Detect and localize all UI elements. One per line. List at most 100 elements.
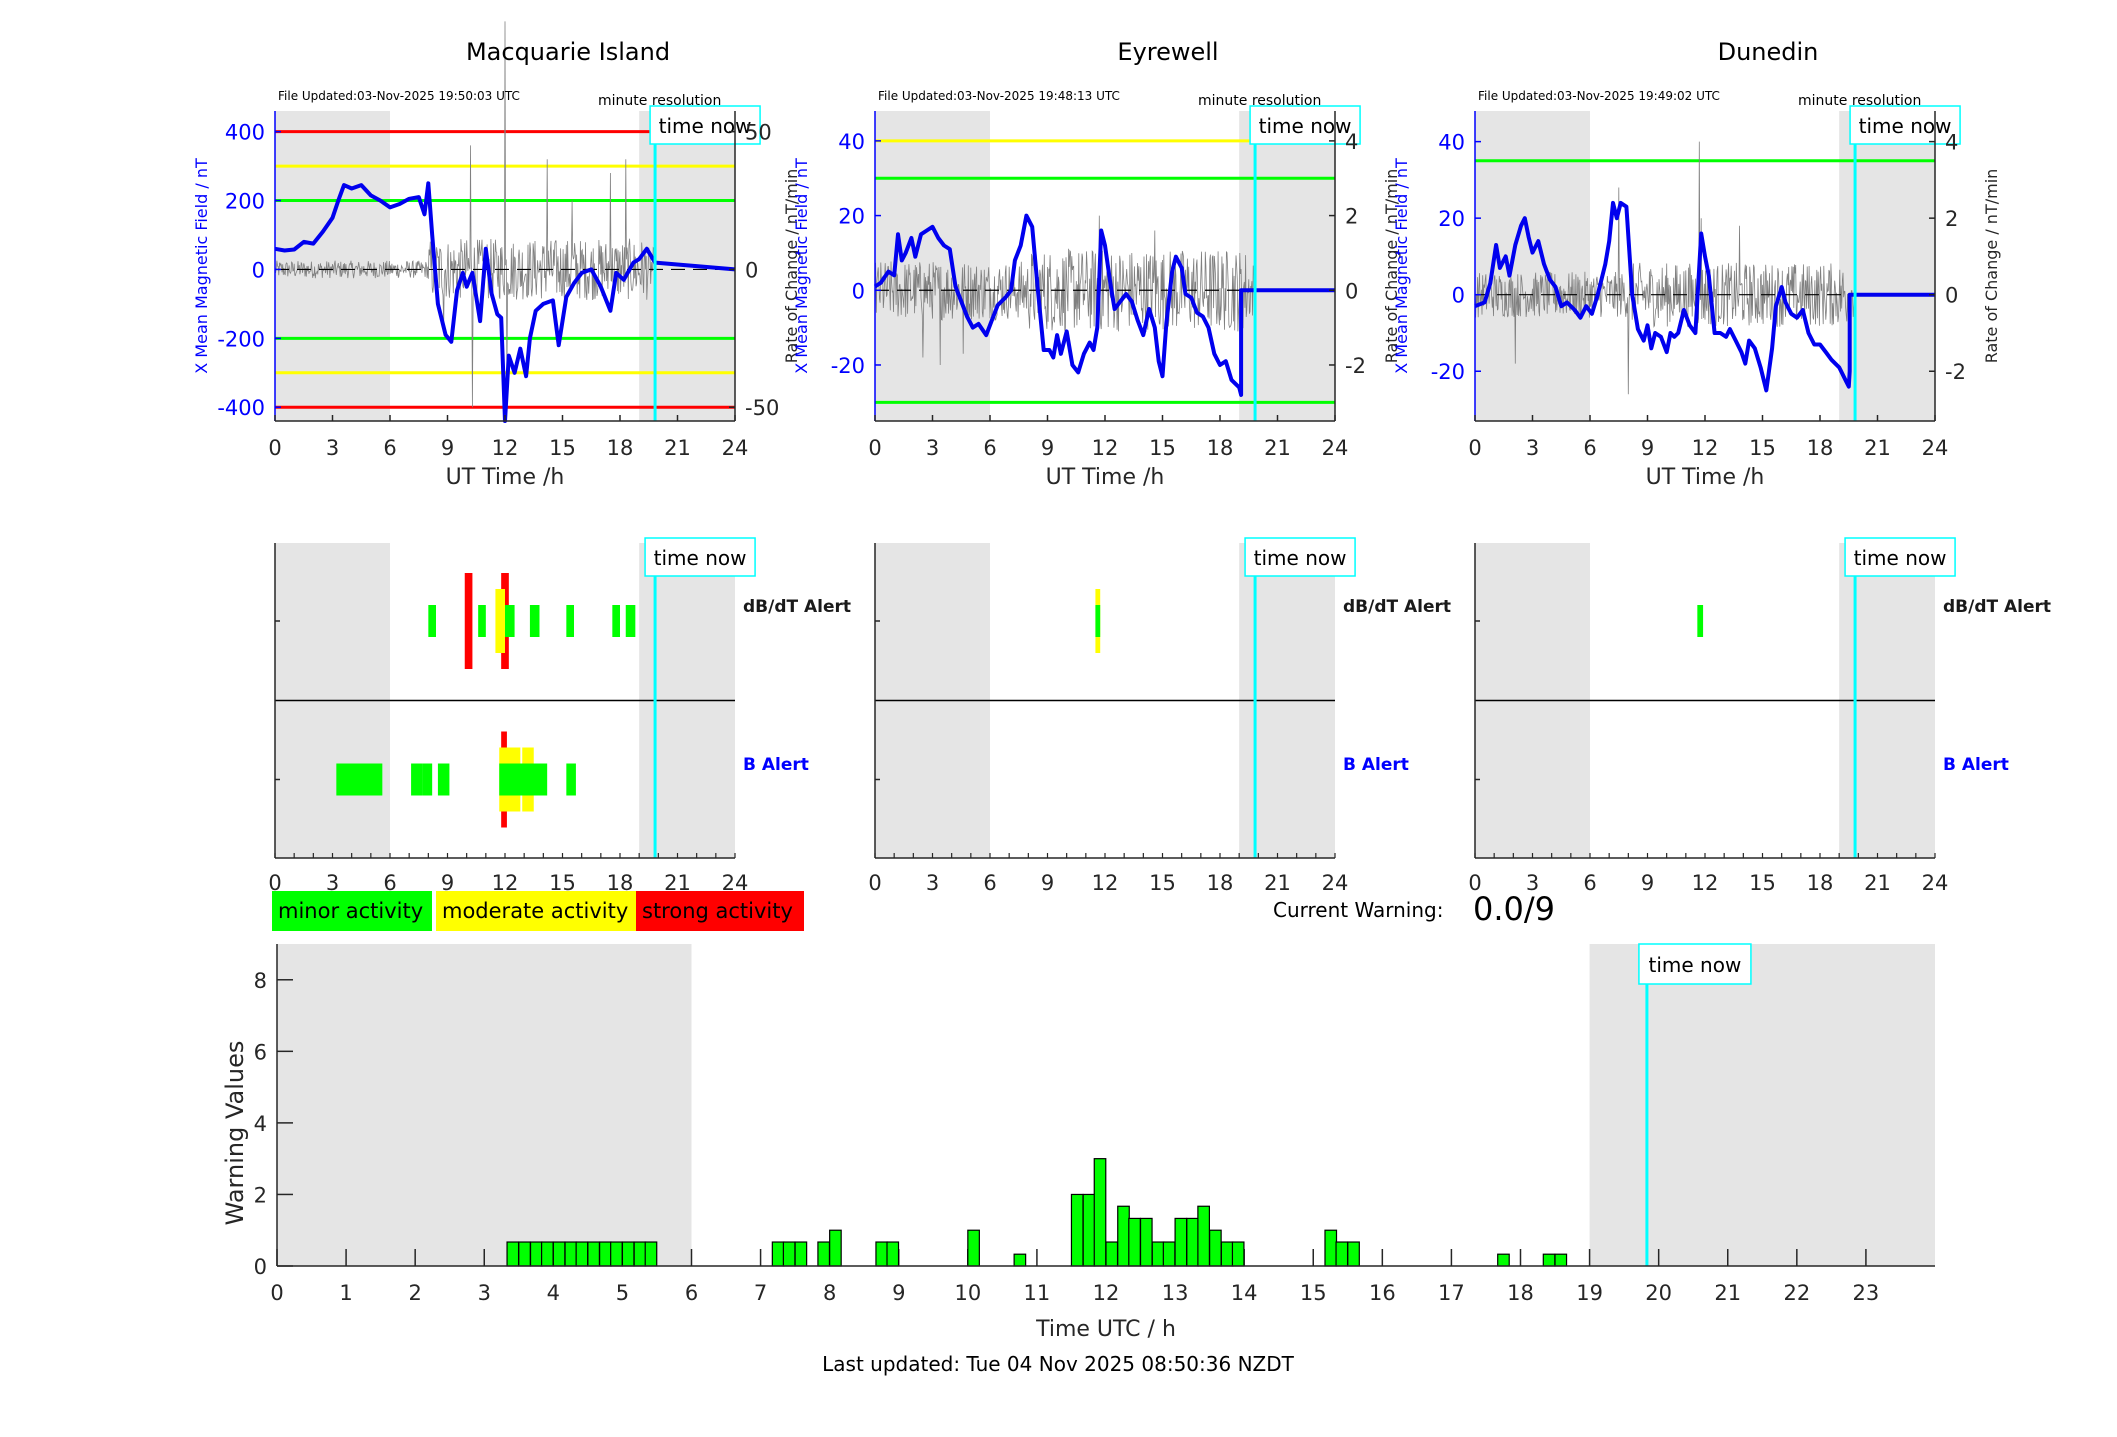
right-y-axis-label-dunedin: Rate of Change / nT/min <box>1982 169 2001 364</box>
right-tick-label-eyrewell: 2 <box>1345 205 1358 229</box>
left-tick-label-macquarie: 0 <box>252 258 265 282</box>
left-y-axis-label-macquarie: X Mean Magnetic Field / nT <box>192 158 211 374</box>
time-now-box-macquarie <box>649 105 761 145</box>
warning-bar-16 <box>817 1241 831 1267</box>
warning-bar-28 <box>1139 1217 1153 1267</box>
x-tick-label-eyrewell: 3 <box>926 436 939 460</box>
warning-x-tick-label: 8 <box>823 1281 836 1305</box>
right-tick-label-eyrewell: 0 <box>1345 279 1358 303</box>
dbdt-alert-label-eyrewell: dB/dT Alert <box>1343 597 1451 617</box>
left-tick-label-dunedin: 0 <box>1452 284 1465 308</box>
x-tick-label-dunedin: 0 <box>1468 436 1481 460</box>
dbdt-alert-bar-macquarie-8 <box>612 605 620 637</box>
x-axis-label-macquarie: UT Time /h <box>446 465 565 490</box>
alert-x-tick-label-eyrewell: 12 <box>1092 871 1119 895</box>
warning-x-tick-label: 14 <box>1231 1281 1258 1305</box>
warning-x-tick-label: 2 <box>408 1281 421 1305</box>
dbdt-alert-bar-eyrewell-1 <box>1095 605 1101 637</box>
alert-time-now-label-macquarie: time now <box>654 546 747 570</box>
warning-time-now-box <box>1638 943 1752 985</box>
warning-x-tick-label: 23 <box>1853 1281 1880 1305</box>
warning-bar-2 <box>529 1241 543 1267</box>
warning-x-tick-label: 5 <box>616 1281 629 1305</box>
alert-time-now-box-dunedin <box>1844 537 1956 577</box>
right-tick-label-dunedin: -2 <box>1945 360 1966 384</box>
warning-bar-18 <box>875 1241 889 1267</box>
warning-x-tick-label: 11 <box>1024 1281 1051 1305</box>
warning-x-tick-label: 0 <box>270 1281 283 1305</box>
resolution-label-dunedin: minute resolution <box>1798 93 1922 109</box>
dbdt-alert-label-macquarie: dB/dT Alert <box>743 597 851 617</box>
x-tick-label-macquarie: 15 <box>549 436 576 460</box>
alert-x-tick-label-eyrewell: 0 <box>868 871 881 895</box>
alert-x-tick-label-macquarie: 0 <box>268 871 281 895</box>
x-tick-label-eyrewell: 6 <box>983 436 996 460</box>
station-title-macquarie: Macquarie Island <box>465 38 671 66</box>
x-tick-label-eyrewell: 15 <box>1149 436 1176 460</box>
warning-bar-42 <box>1554 1253 1568 1267</box>
alert-x-tick-label-eyrewell: 24 <box>1322 871 1349 895</box>
x-tick-label-dunedin: 12 <box>1692 436 1719 460</box>
alert-x-tick-label-dunedin: 0 <box>1468 871 1481 895</box>
x-tick-label-macquarie: 24 <box>722 436 749 460</box>
x-tick-label-dunedin: 24 <box>1922 436 1949 460</box>
dbdt-alert-bar-macquarie-5 <box>505 605 515 637</box>
current-warning-value: 0.0/9 <box>1473 890 1556 928</box>
x-tick-label-dunedin: 6 <box>1583 436 1596 460</box>
right-tick-label-dunedin: 2 <box>1945 207 1958 231</box>
dbdt-alert-bar-macquarie-7 <box>566 605 574 637</box>
dbdt-alert-bar-dunedin-0 <box>1697 605 1704 637</box>
b-alert-bar-macquarie-8 <box>566 763 576 796</box>
left-tick-label-dunedin: 40 <box>1438 131 1465 155</box>
warning-bar-39 <box>1347 1241 1360 1267</box>
warning-bar-0 <box>506 1241 520 1267</box>
alert-time-now-box-macquarie <box>644 537 756 577</box>
x-tick-label-macquarie: 18 <box>607 436 634 460</box>
warning-bar-9 <box>610 1241 623 1267</box>
warning-x-tick-label: 12 <box>1093 1281 1120 1305</box>
warning-bar-32 <box>1186 1217 1199 1267</box>
right-y-axis-label-macquarie: Rate of Change / nT/min <box>782 169 801 364</box>
warning-bar-14 <box>782 1241 796 1267</box>
x-tick-label-eyrewell: 9 <box>1041 436 1054 460</box>
warning-bar-6 <box>575 1241 589 1267</box>
warning-y-tick-label: 2 <box>254 1183 267 1207</box>
x-tick-label-macquarie: 6 <box>383 436 396 460</box>
alert-x-tick-label-dunedin: 18 <box>1807 871 1834 895</box>
warning-x-axis-label: Time UTC / h <box>1035 1317 1176 1342</box>
warning-bar-11 <box>633 1241 647 1267</box>
rate-of-change-trace-macquarie <box>274 21 655 408</box>
warning-bar-31 <box>1174 1217 1188 1267</box>
b-alert-bar-macquarie-5 <box>422 763 433 796</box>
warning-bar-33 <box>1197 1205 1210 1267</box>
x-tick-label-eyrewell: 12 <box>1092 436 1119 460</box>
time-now-label-eyrewell: time now <box>1259 114 1352 138</box>
station-title-dunedin: Dunedin <box>1717 38 1819 66</box>
warning-night-shade-0 <box>277 944 692 1266</box>
right-tick-label-dunedin: 0 <box>1945 284 1958 308</box>
alert-x-tick-label-macquarie: 6 <box>383 871 396 895</box>
file-updated-eyrewell: File Updated:03-Nov-2025 19:48:13 UTC <box>878 89 1120 103</box>
warning-bar-35 <box>1220 1241 1234 1267</box>
b-alert-bar-macquarie-3 <box>336 763 383 796</box>
right-tick-label-eyrewell: 4 <box>1345 130 1358 154</box>
night-shade-dunedin-1 <box>1839 111 1935 421</box>
alert-time-now-box-eyrewell <box>1244 537 1356 577</box>
warning-bar-15 <box>794 1241 808 1267</box>
field-trace-eyrewell <box>873 213 1335 397</box>
warning-x-tick-label: 4 <box>547 1281 560 1305</box>
warning-bar-1 <box>518 1241 531 1267</box>
b-alert-label-dunedin: B Alert <box>1943 755 2009 775</box>
legend-minor-activity: minor activity <box>272 891 432 931</box>
rate-of-change-trace-dunedin <box>1474 141 1855 395</box>
field-trace-macquarie <box>274 181 736 423</box>
alert-x-tick-label-dunedin: 6 <box>1583 871 1596 895</box>
x-axis-label-dunedin: UT Time /h <box>1646 465 1765 490</box>
warning-bar-36 <box>1231 1241 1245 1267</box>
alert-x-tick-label-dunedin: 3 <box>1526 871 1539 895</box>
warning-x-tick-label: 20 <box>1645 1281 1672 1305</box>
right-y-axis-label-eyrewell: Rate of Change / nT/min <box>1382 169 1401 364</box>
b-alert-label-eyrewell: B Alert <box>1343 755 1409 775</box>
warning-x-tick-label: 18 <box>1507 1281 1534 1305</box>
warning-bar-26 <box>1117 1205 1130 1267</box>
